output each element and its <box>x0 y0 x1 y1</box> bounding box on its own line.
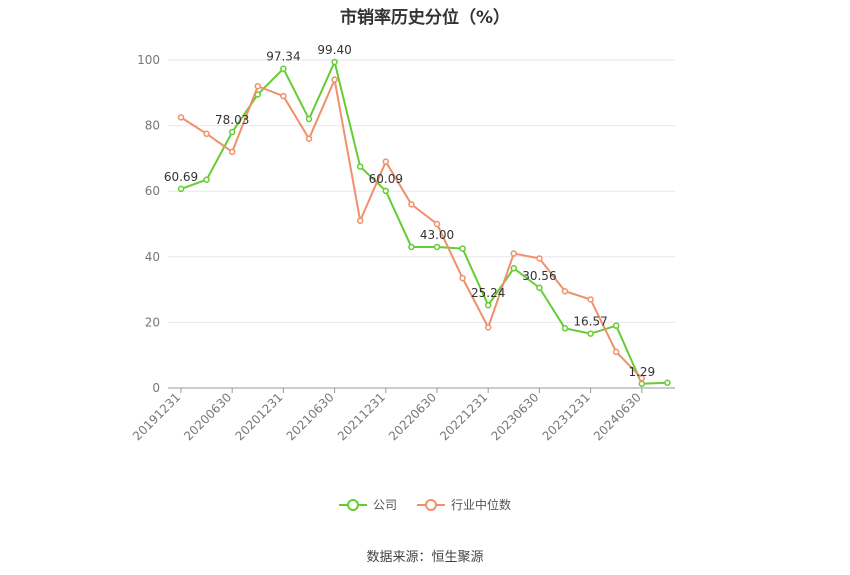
data-point-industry <box>382 158 390 165</box>
series-line-company <box>180 58 668 385</box>
legend-item-company[interactable]: 公司 <box>338 496 397 513</box>
data-point-industry <box>612 348 620 356</box>
data-label: 30.56 <box>522 269 556 283</box>
legend-label-industry: 行业中位数 <box>451 498 512 512</box>
data-label: 99.40 <box>317 43 351 57</box>
series-line-industry <box>180 76 643 379</box>
y-tick-label: 80 <box>145 119 160 133</box>
data-point-industry <box>228 148 236 156</box>
data-point-company <box>305 115 313 123</box>
y-tick-label: 0 <box>152 381 160 395</box>
data-label: 78.03 <box>215 113 249 127</box>
data-point-company <box>664 379 671 387</box>
data-point-industry <box>536 255 543 262</box>
legend-item-industry[interactable]: 行业中位数 <box>417 496 511 513</box>
data-point-industry <box>638 374 646 382</box>
x-tick-label: 20231231 <box>540 390 593 443</box>
data-point-industry <box>331 76 338 83</box>
data-label: 60.69 <box>164 170 198 184</box>
y-tick-label: 20 <box>145 315 160 329</box>
x-tick-label: 20230630 <box>488 390 541 443</box>
data-point-industry <box>280 92 287 100</box>
x-tick-label: 20220630 <box>386 390 439 443</box>
data-point-industry <box>433 220 441 228</box>
data-label: 1.29 <box>628 365 655 379</box>
data-point-company <box>612 322 620 329</box>
data-label: 25.24 <box>471 286 505 300</box>
data-label: 43.00 <box>420 228 454 242</box>
data-point-company <box>228 128 236 136</box>
legend-marker-industry-icon <box>417 498 445 511</box>
data-point-company <box>408 243 415 251</box>
data-point-industry <box>305 135 313 142</box>
data-point-industry <box>254 82 262 90</box>
y-tick-label: 100 <box>137 53 160 67</box>
data-label: 60.09 <box>369 172 403 186</box>
data-point-industry <box>484 324 492 331</box>
legend-marker-company-icon <box>338 498 367 511</box>
x-tick-label: 20191231 <box>130 390 183 443</box>
data-point-industry <box>510 250 518 257</box>
data-point-industry <box>356 217 364 224</box>
x-tick-label: 20210630 <box>284 390 337 443</box>
data-label: 97.34 <box>266 50 300 64</box>
data-point-industry <box>408 201 415 208</box>
data-point-company <box>587 330 594 337</box>
y-tick-label: 60 <box>145 184 160 198</box>
data-point-company <box>459 245 466 252</box>
data-point-company <box>561 325 569 332</box>
data-point-company <box>331 58 338 66</box>
data-label: 16.57 <box>573 315 607 329</box>
x-tick-label: 20200630 <box>181 390 234 443</box>
data-point-company <box>433 243 441 251</box>
x-tick-label: 20201231 <box>232 390 285 443</box>
legend-label-company: 公司 <box>372 498 397 512</box>
data-point-company <box>510 265 518 272</box>
data-point-company <box>203 176 210 183</box>
data-point-company <box>280 65 287 72</box>
chart-legend: 公司 行业中位数 <box>0 496 850 513</box>
x-tick-label: 20221231 <box>437 390 490 443</box>
x-tick-label: 20211231 <box>335 390 388 443</box>
data-point-industry <box>561 287 569 295</box>
data-source: 数据来源：恒生聚源 <box>366 550 484 565</box>
data-point-industry <box>587 296 594 303</box>
data-point-company <box>177 185 185 193</box>
chart-title: 市销率历史分位（%） <box>339 8 511 28</box>
x-tick-label: 20240630 <box>591 390 644 443</box>
data-point-industry <box>177 114 185 121</box>
y-tick-label: 40 <box>145 250 160 264</box>
data-point-company <box>382 187 390 195</box>
data-point-company <box>356 163 364 170</box>
data-point-industry <box>203 130 210 138</box>
data-point-company <box>638 380 646 388</box>
data-point-company <box>484 301 492 309</box>
data-point-industry <box>459 274 466 282</box>
data-point-company <box>536 284 543 292</box>
